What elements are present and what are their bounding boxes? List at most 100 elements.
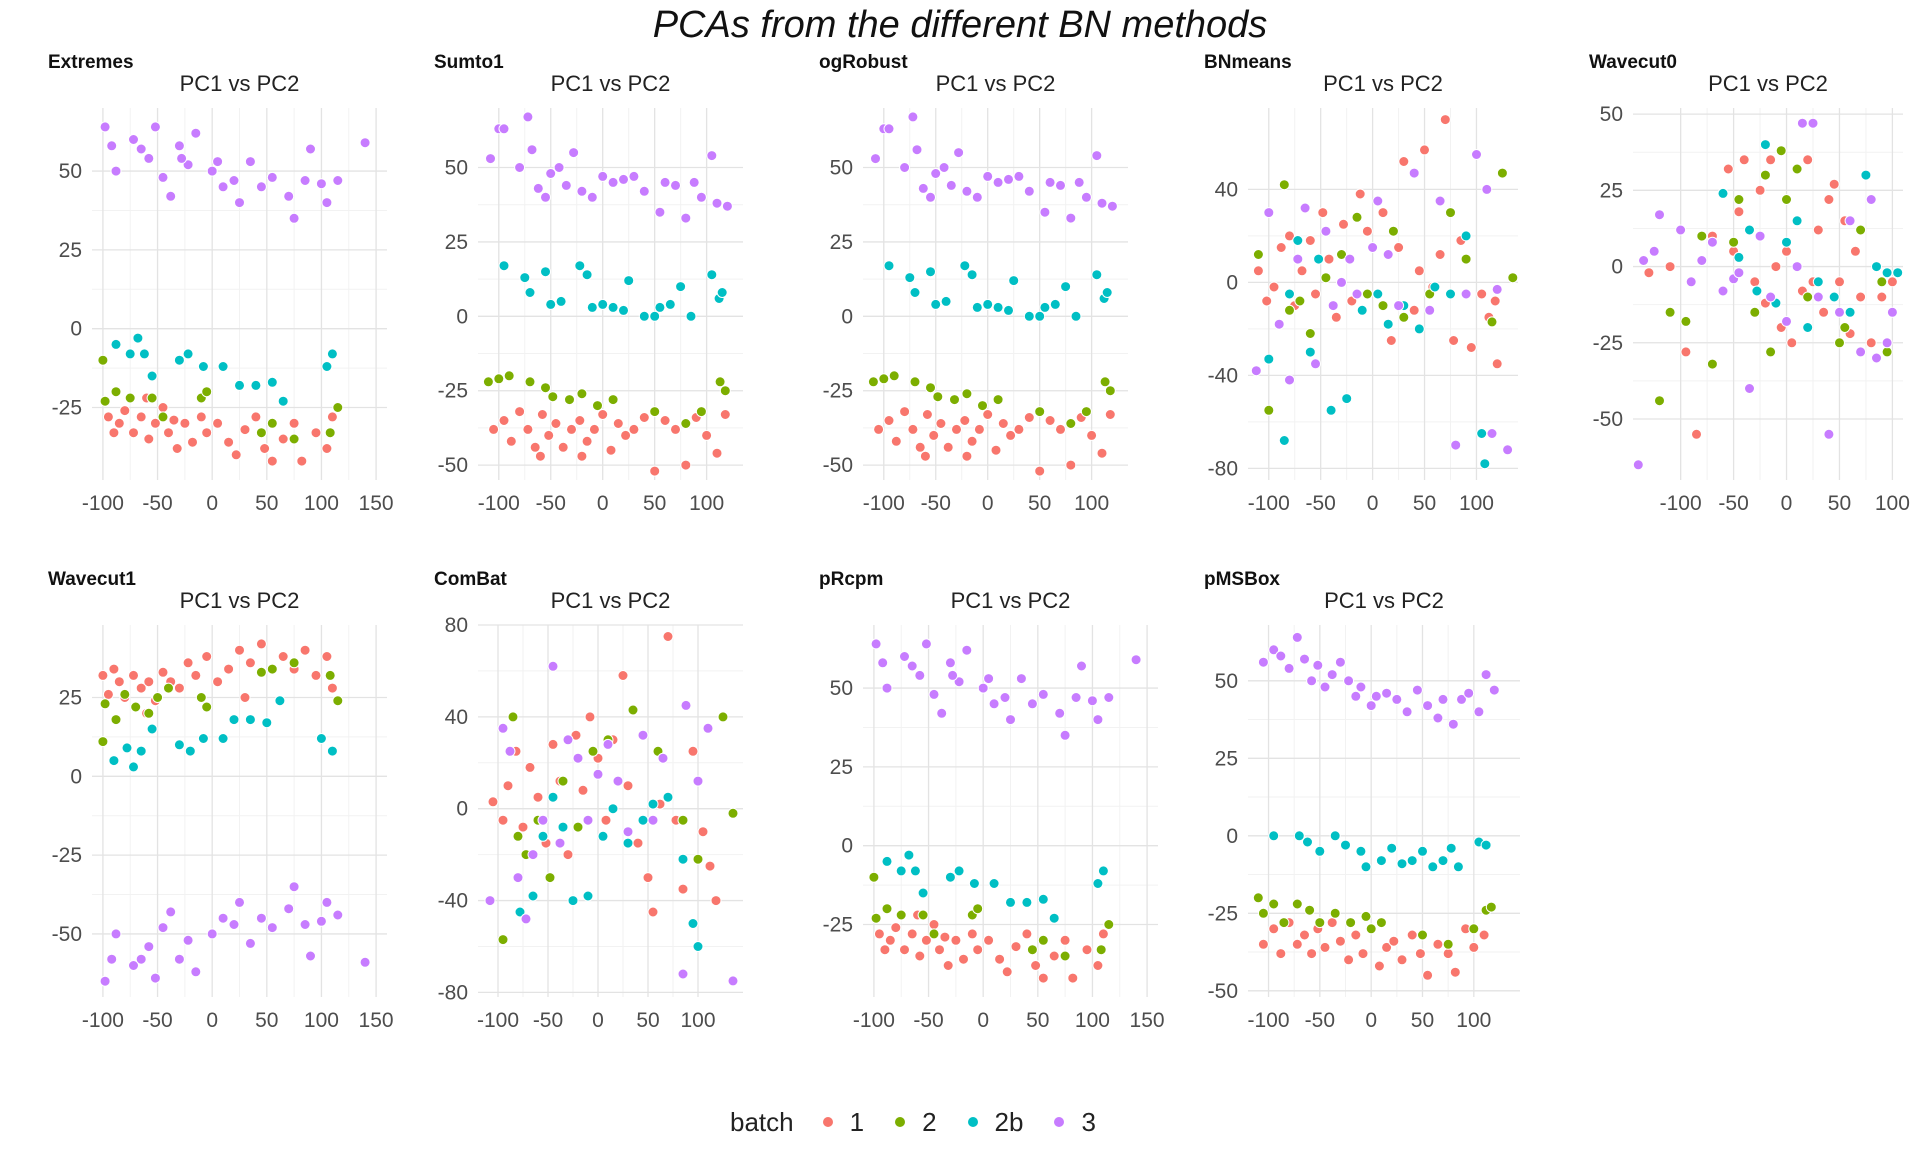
point-batch-3 xyxy=(217,912,229,924)
point-batch-2 xyxy=(1065,418,1077,429)
point-batch-3 xyxy=(1059,729,1071,741)
point-batch-2b xyxy=(138,348,150,360)
point-batch-1 xyxy=(1738,154,1750,166)
point-batch-3 xyxy=(1480,669,1492,681)
point-batch-2b xyxy=(128,761,139,773)
point-batch-2b xyxy=(217,733,229,744)
point-batch-1 xyxy=(1680,346,1692,358)
point-batch-1 xyxy=(514,406,526,418)
point-batch-3 xyxy=(1365,700,1377,712)
point-batch-3 xyxy=(315,178,327,190)
point-batch-2 xyxy=(482,376,494,388)
point-batch-3 xyxy=(899,162,911,173)
point-batch-3 xyxy=(217,181,229,193)
y-tick-label: 50 xyxy=(830,677,853,700)
point-batch-2b xyxy=(1717,187,1729,199)
point-batch-1 xyxy=(1834,276,1845,288)
point-batch-3 xyxy=(190,127,202,139)
point-batch-1 xyxy=(1396,954,1408,966)
point-batch-2b xyxy=(555,295,567,307)
x-tick-label: -100 xyxy=(82,1009,124,1032)
point-batch-3 xyxy=(1638,255,1650,266)
point-batch-3 xyxy=(628,170,640,182)
y-tick-label: 25 xyxy=(830,231,853,254)
point-batch-2 xyxy=(1775,145,1787,157)
point-batch-2 xyxy=(163,682,174,694)
point-batch-1 xyxy=(1491,358,1503,370)
point-batch-3 xyxy=(721,200,733,212)
point-batch-1 xyxy=(1876,291,1888,303)
point-batch-1 xyxy=(1478,929,1490,941)
point-batch-2 xyxy=(1507,272,1519,284)
point-batch-2 xyxy=(497,934,509,946)
point-batch-2 xyxy=(895,909,907,921)
point-batch-3 xyxy=(135,143,147,155)
point-batch-2 xyxy=(266,663,278,675)
facet-extremes: -100 -50 0 50 100 150 -25 0 25 50 Extremes PC1 vs P… xyxy=(48,52,394,515)
point-batch-2 xyxy=(1377,300,1389,312)
point-batch-3 xyxy=(110,165,122,177)
point-batch-3 xyxy=(228,919,240,930)
point-batch-3 xyxy=(128,134,139,145)
point-batch-3 xyxy=(527,849,539,861)
point-batch-3 xyxy=(283,903,295,915)
point-batch-1 xyxy=(973,423,985,435)
point-batch-1 xyxy=(921,409,933,420)
point-batch-3 xyxy=(234,896,245,908)
point-batch-1 xyxy=(997,418,1009,429)
point-batch-2 xyxy=(1460,253,1472,265)
point-batch-1 xyxy=(588,423,600,435)
point-batch-2 xyxy=(332,402,344,413)
point-batch-2b xyxy=(1329,830,1341,842)
point-batch-3 xyxy=(547,660,559,672)
x-tick-label: -50 xyxy=(1305,1009,1335,1032)
point-batch-1 xyxy=(1023,412,1035,423)
point-batch-2b xyxy=(1034,310,1046,322)
point-batch-3 xyxy=(695,191,707,203)
point-batch-2 xyxy=(564,394,575,406)
point-batch-2 xyxy=(1496,167,1508,179)
point-batch-1 xyxy=(135,411,147,423)
point-batch-2b xyxy=(326,745,338,757)
point-batch-2b xyxy=(277,395,289,407)
point-batch-1 xyxy=(321,651,333,662)
facet-label: ComBat xyxy=(434,569,508,590)
point-batch-2 xyxy=(868,871,880,883)
point-batch-2 xyxy=(1468,923,1480,935)
point-batch-2b xyxy=(1759,139,1771,151)
point-batch-3 xyxy=(173,953,185,965)
point-batch-1 xyxy=(1010,941,1022,953)
y-tick-label: -25 xyxy=(1593,332,1623,355)
point-batch-3 xyxy=(1096,197,1108,209)
point-batch-1 xyxy=(1855,291,1867,303)
y-tick-label: 50 xyxy=(1215,670,1238,693)
point-batch-2b xyxy=(266,376,278,388)
point-batch-2b xyxy=(217,361,229,372)
point-batch-3 xyxy=(1871,352,1882,364)
point-batch-2b xyxy=(1386,842,1398,854)
point-batch-2 xyxy=(324,669,336,681)
point-batch-2 xyxy=(324,427,336,439)
point-batch-1 xyxy=(879,944,891,956)
point-batch-2b xyxy=(1263,353,1275,365)
y-tick-label: -50 xyxy=(1208,980,1238,1003)
facet-subtitle: PC1 vs PC2 xyxy=(180,71,300,96)
point-batch-3 xyxy=(1422,700,1434,712)
point-batch-3 xyxy=(1257,656,1269,668)
point-batch-2b xyxy=(124,348,136,360)
point-batch-2b xyxy=(228,714,240,726)
point-batch-1 xyxy=(223,436,235,448)
point-batch-2b xyxy=(1049,298,1061,310)
point-batch-3 xyxy=(1456,693,1467,705)
point-batch-3 xyxy=(597,170,609,182)
point-batch-1 xyxy=(1828,178,1840,190)
point-batch-1 xyxy=(1432,938,1444,950)
point-batch-1 xyxy=(907,423,919,435)
facet-label: Wavecut0 xyxy=(1589,52,1677,73)
point-batch-2 xyxy=(1314,917,1326,929)
point-batch-1 xyxy=(543,429,555,441)
point-batch-1 xyxy=(1037,972,1049,984)
point-batch-2b xyxy=(1791,215,1803,227)
point-batch-2 xyxy=(157,411,169,423)
